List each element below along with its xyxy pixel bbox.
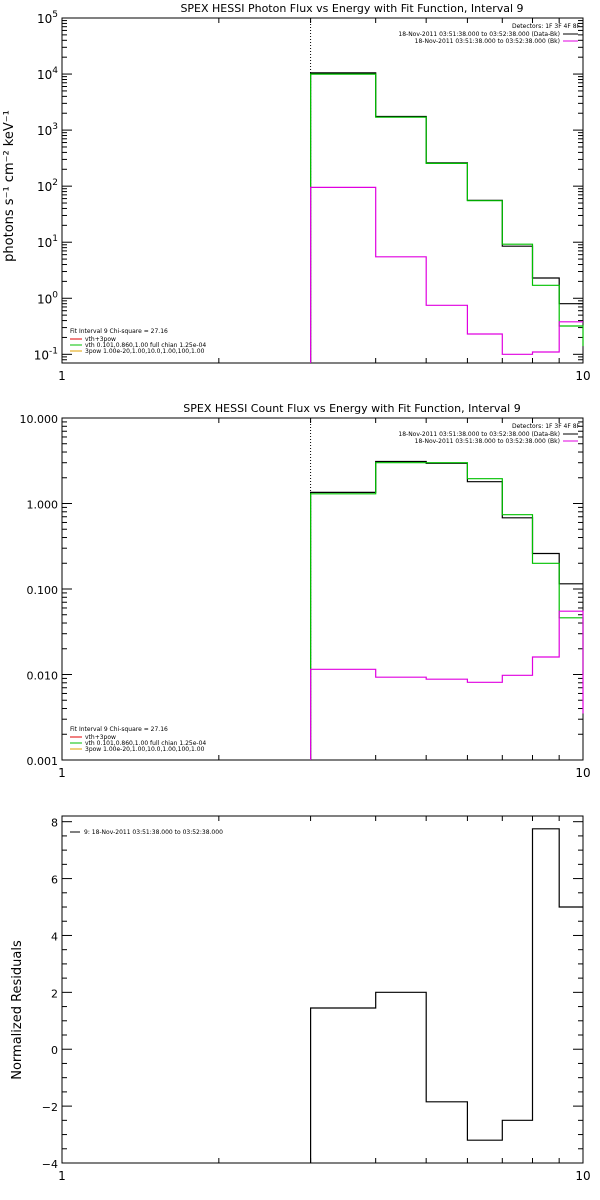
residuals-x-tick-label: 1 [58, 1169, 66, 1183]
photon-y-tick-label: 100 [37, 290, 58, 306]
photon-y-tick-label: 10-1 [34, 346, 58, 362]
photon-detectors-label: Detectors: 1F 3F 4F 8F [512, 23, 581, 30]
photon-y-tick-label: 102 [37, 178, 58, 194]
count-y-tick-label: 0.010 [27, 670, 59, 683]
residuals-legend: 9: 18-Nov-2011 03:51:38.000 to 03:52:38.… [84, 829, 223, 836]
photon-y-tick-label: 103 [37, 122, 58, 138]
photon-series-fit [310, 73, 584, 363]
residuals-y-tick-label: 4 [51, 930, 58, 943]
count-series-bk [310, 610, 584, 760]
count-legend-bottom-0: vth+3pow [85, 734, 116, 741]
count-chart-title: SPEX HESSI Count Flux vs Energy with Fit… [183, 402, 520, 415]
photon-chart-ylabel: photons s⁻¹ cm⁻² keV⁻¹ [2, 110, 17, 262]
residuals-chart-ylabel: Normalized Residuals [10, 940, 25, 1080]
count-plot-frame [61, 417, 584, 761]
count-legend-top-1: 18-Nov-2011 03:51:38.000 to 03:52:38.000… [415, 438, 560, 445]
photon-series-bk [310, 186, 583, 363]
count-series-fit [310, 462, 584, 760]
photon-plot-frame [61, 17, 584, 364]
photon-legend-bottom-0: vth+3pow [85, 336, 116, 343]
count-x-tick-label: 1 [58, 766, 66, 780]
count-y-tick-label: 10.000 [20, 413, 59, 426]
photon-flux-chart: SPEX HESSI Photon Flux vs Energy with Fi… [2, 2, 591, 383]
photon-series-data-minus-bk [310, 72, 583, 363]
count-flux-chart: SPEX HESSI Count Flux vs Energy with Fit… [20, 402, 591, 780]
count-legend-top-0: 18-Nov-2011 03:51:38.000 to 03:52:38.000… [398, 431, 560, 438]
photon-y-tick-label: 104 [37, 66, 58, 82]
photon-x-tick-label: 1 [58, 369, 66, 383]
photon-legend-bottom-2: 3pow 1.00e-20,1.00,10.0,1.00,100,1.00 [85, 348, 205, 355]
count-x-tick-label: 10 [575, 766, 590, 780]
count-detectors-label: Detectors: 1F 3F 4F 8F [512, 423, 581, 430]
count-fit-title: Fit Interval 9 Chi-square = 27.16 [70, 726, 168, 733]
photon-legend-bottom-1: vth 0.101,0.860,1.00 full chian 1.25e-04 [85, 342, 206, 349]
photon-legend-top-0: 18-Nov-2011 03:51:38.000 to 03:52:38.000… [398, 31, 560, 38]
count-legend-bottom-1: vth 0.101,0.860,1.00 full chian 1.25e-04 [85, 740, 206, 747]
photon-fit-title: Fit Interval 9 Chi-square = 27.16 [70, 328, 168, 335]
photon-x-tick-label: 10 [575, 369, 590, 383]
residuals-y-tick-label: 2 [51, 987, 58, 1000]
residuals-series-residuals [310, 828, 583, 1163]
residuals-y-tick-label: 8 [51, 817, 58, 830]
residuals-y-tick-label: 6 [51, 874, 58, 887]
count-y-tick-label: 0.100 [27, 584, 59, 597]
residuals-y-tick-label: −2 [42, 1101, 58, 1114]
residuals-y-tick-label: −4 [42, 1158, 58, 1171]
photon-y-tick-label: 105 [37, 10, 58, 26]
residuals-plot-frame [61, 815, 584, 1164]
count-y-tick-label: 1.000 [27, 499, 59, 512]
residuals-y-tick-label: 0 [51, 1044, 58, 1057]
count-legend-bottom-2: 3pow 1.00e-20,1.00,10.0,1.00,100,1.00 [85, 746, 205, 753]
photon-y-tick-label: 101 [37, 234, 58, 250]
residuals-chart: Normalized Residuals 9: 18-Nov-2011 03:5… [10, 815, 591, 1183]
residuals-x-tick-label: 10 [575, 1169, 590, 1183]
count-series-data-minus-bk [310, 460, 583, 760]
count-y-tick-label: 0.001 [27, 755, 59, 768]
photon-chart-title: SPEX HESSI Photon Flux vs Energy with Fi… [180, 2, 523, 15]
photon-legend-top-1: 18-Nov-2011 03:51:38.000 to 03:52:38.000… [415, 38, 560, 45]
